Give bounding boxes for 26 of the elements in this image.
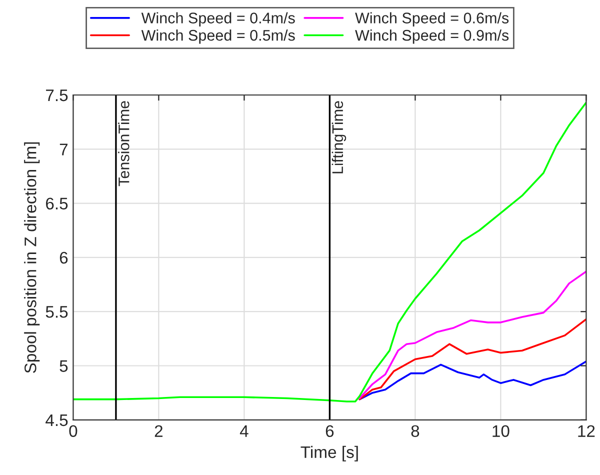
legend-label: Winch Speed = 0.4m/s — [141, 12, 295, 26]
y-tick-label: 7 — [60, 144, 68, 156]
ref-line-label: LiftingTime — [332, 101, 346, 174]
x-tick-label: 6 — [326, 425, 334, 438]
legend-label: Winch Speed = 0.9m/s — [355, 30, 509, 44]
y-tick-label: 6.5 — [46, 198, 68, 210]
x-tick-label: 2 — [154, 425, 162, 437]
line-series — [73, 102, 586, 402]
y-tick-label: 4.5 — [46, 414, 68, 426]
line-series — [358, 360, 586, 400]
line-series — [358, 318, 586, 400]
legend-label: Winch Speed = 0.6m/s — [355, 12, 509, 26]
y-tick-label: 5 — [60, 360, 68, 372]
y-tick-label: 7.5 — [46, 90, 68, 102]
y-tick-label: 6 — [60, 252, 68, 264]
x-tick-label: 8 — [411, 425, 420, 438]
legend-label: Winch Speed = 0.5m/s — [141, 30, 295, 44]
y-tick-label: 5.5 — [46, 306, 68, 318]
line-series — [358, 270, 586, 400]
x-tick-label: 0 — [69, 425, 78, 438]
x-axis-title: Time [s] — [300, 446, 358, 462]
x-tick-label: 4 — [240, 425, 248, 437]
x-tick-label: 10 — [492, 425, 510, 438]
x-tick-label: 12 — [578, 425, 595, 437]
ref-line-label: TensionTime — [118, 101, 130, 186]
y-axis-title: Spool position in Z direction [m] — [24, 142, 40, 373]
